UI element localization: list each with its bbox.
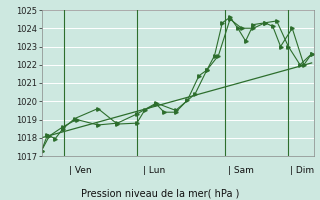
Text: | Ven: | Ven [69,166,92,175]
Text: | Sam: | Sam [228,166,254,175]
Text: | Lun: | Lun [143,166,165,175]
Text: Pression niveau de la mer( hPa ): Pression niveau de la mer( hPa ) [81,188,239,198]
Text: | Dim: | Dim [290,166,315,175]
